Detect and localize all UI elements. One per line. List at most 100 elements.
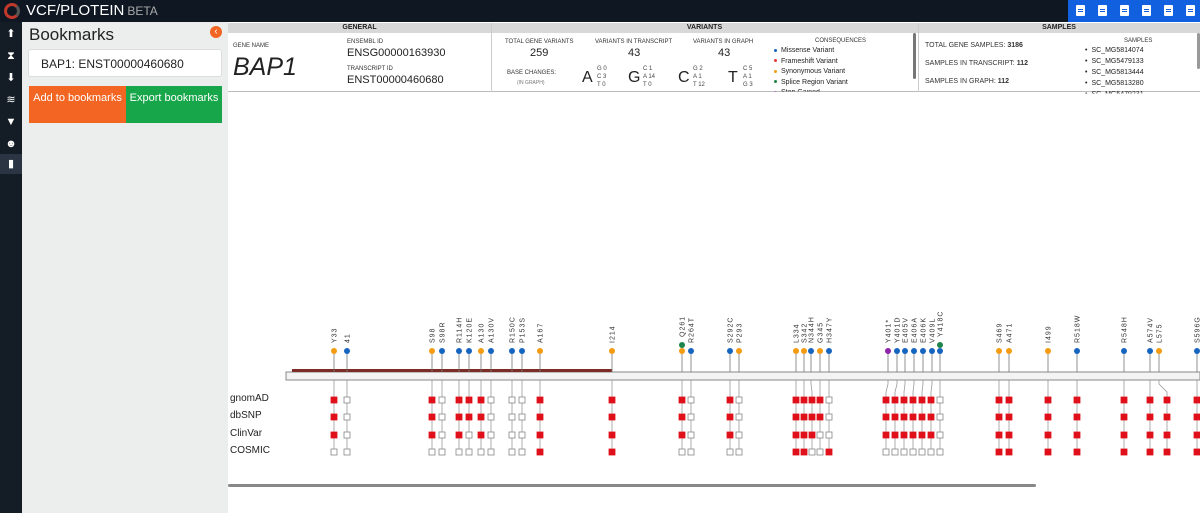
db-marker-dbsnp[interactable]	[882, 413, 890, 421]
db-marker-gnomad[interactable]	[428, 396, 436, 404]
variant-site[interactable]: E405V	[900, 317, 910, 456]
variant-dot-synonymous[interactable]	[429, 348, 435, 354]
sample-item[interactable]: SC_MG5479133	[1085, 58, 1143, 65]
db-marker-gnomad[interactable]	[882, 396, 890, 404]
db-marker-clinvar[interactable]	[508, 431, 516, 439]
variant-site[interactable]: S292C	[726, 317, 735, 456]
db-marker-dbsnp[interactable]	[518, 413, 526, 421]
db-marker-gnomad[interactable]	[518, 396, 526, 404]
db-marker-clinvar[interactable]	[428, 431, 436, 439]
db-marker-gnomad[interactable]	[1146, 396, 1154, 404]
db-marker-dbsnp[interactable]	[918, 413, 926, 421]
db-marker-clinvar[interactable]	[330, 431, 338, 439]
db-marker-cosmic[interactable]	[477, 448, 485, 456]
variant-dot-missense[interactable]	[911, 348, 917, 354]
db-marker-clinvar[interactable]	[1163, 431, 1171, 439]
db-marker-gnomad[interactable]	[477, 396, 485, 404]
db-marker-dbsnp[interactable]	[800, 413, 808, 421]
db-marker-clinvar[interactable]	[438, 431, 446, 439]
db-marker-cosmic[interactable]	[800, 448, 808, 456]
db-marker-gnomad[interactable]	[808, 396, 816, 404]
variant-dot-missense[interactable]	[937, 348, 943, 354]
variant-site[interactable]: E406A	[909, 317, 919, 456]
add-to-bookmarks-button[interactable]: Add to bookmarks	[29, 86, 126, 123]
variant-site[interactable]: R114H	[455, 317, 464, 456]
variant-site[interactable]: A130	[477, 323, 486, 456]
variant-dot-synonymous[interactable]	[1006, 348, 1012, 354]
db-marker-clinvar[interactable]	[909, 431, 917, 439]
db-marker-cosmic[interactable]	[936, 448, 944, 456]
db-marker-dbsnp[interactable]	[343, 413, 351, 421]
db-marker-dbsnp[interactable]	[1005, 413, 1013, 421]
horizontal-scrollbar[interactable]	[228, 484, 1036, 487]
db-marker-dbsnp[interactable]	[927, 413, 935, 421]
variant-dot-missense[interactable]	[1194, 348, 1200, 354]
variant-site[interactable]: R264T	[687, 317, 696, 456]
db-marker-clinvar[interactable]	[1146, 431, 1154, 439]
variant-site[interactable]: S596G	[1193, 316, 1200, 456]
db-marker-dbsnp[interactable]	[792, 413, 800, 421]
db-marker-clinvar[interactable]	[477, 431, 485, 439]
variant-dot-missense[interactable]	[466, 348, 472, 354]
db-marker-cosmic[interactable]	[882, 448, 890, 456]
db-marker-cosmic[interactable]	[1163, 448, 1171, 456]
variant-site[interactable]: E406K	[918, 317, 928, 456]
db-marker-dbsnp[interactable]	[1163, 413, 1171, 421]
db-marker-cosmic[interactable]	[816, 448, 824, 456]
db-marker-clinvar[interactable]	[678, 431, 686, 439]
db-marker-clinvar[interactable]	[1120, 431, 1128, 439]
db-marker-cosmic[interactable]	[891, 448, 899, 456]
variant-dot-synonymous[interactable]	[793, 348, 799, 354]
db-marker-clinvar[interactable]	[343, 431, 351, 439]
db-marker-dbsnp[interactable]	[687, 413, 695, 421]
db-marker-clinvar[interactable]	[891, 431, 899, 439]
db-marker-dbsnp[interactable]	[1073, 413, 1081, 421]
variant-site[interactable]: P153S	[518, 317, 527, 456]
variant-dot-synonymous[interactable]	[679, 348, 685, 354]
db-marker-gnomad[interactable]	[800, 396, 808, 404]
db-marker-gnomad[interactable]	[816, 396, 824, 404]
variant-dot-splice[interactable]	[937, 342, 943, 348]
db-marker-cosmic[interactable]	[1146, 448, 1154, 456]
variant-site[interactable]: S342	[800, 323, 809, 456]
db-marker-gnomad[interactable]	[1163, 396, 1171, 404]
db-marker-gnomad[interactable]	[343, 396, 351, 404]
variant-dot-missense[interactable]	[1121, 348, 1127, 354]
db-marker-clinvar[interactable]	[1193, 431, 1200, 439]
export-bookmarks-button[interactable]: Export bookmarks	[126, 86, 222, 123]
db-marker-cosmic[interactable]	[1005, 448, 1013, 456]
variant-dot-missense[interactable]	[1074, 348, 1080, 354]
db-marker-cosmic[interactable]	[518, 448, 526, 456]
db-marker-dbsnp[interactable]	[1146, 413, 1154, 421]
variant-site[interactable]: R548H	[1120, 316, 1129, 456]
db-marker-cosmic[interactable]	[900, 448, 908, 456]
db-marker-cosmic[interactable]	[687, 448, 695, 456]
db-marker-gnomad[interactable]	[900, 396, 908, 404]
variant-site[interactable]: Y33	[330, 328, 339, 456]
variant-dot-synonymous[interactable]	[996, 348, 1002, 354]
db-marker-dbsnp[interactable]	[909, 413, 917, 421]
db-marker-clinvar[interactable]	[487, 431, 495, 439]
variant-dot-missense[interactable]	[929, 348, 935, 354]
db-marker-clinvar[interactable]	[1005, 431, 1013, 439]
variant-site[interactable]: H347Y	[825, 317, 834, 456]
db-marker-cosmic[interactable]	[1044, 448, 1052, 456]
db-marker-gnomad[interactable]	[936, 396, 944, 404]
variant-dot-missense[interactable]	[1147, 348, 1153, 354]
variant-dot-missense[interactable]	[439, 348, 445, 354]
shrink-icon[interactable]	[1186, 5, 1195, 16]
db-marker-dbsnp[interactable]	[536, 413, 544, 421]
db-marker-cosmic[interactable]	[726, 448, 734, 456]
db-marker-dbsnp[interactable]	[816, 413, 824, 421]
db-marker-dbsnp[interactable]	[678, 413, 686, 421]
db-marker-gnomad[interactable]	[330, 396, 338, 404]
db-marker-clinvar[interactable]	[882, 431, 890, 439]
db-marker-cosmic[interactable]	[438, 448, 446, 456]
variant-dot-missense[interactable]	[727, 348, 733, 354]
variant-dot-missense[interactable]	[509, 348, 515, 354]
db-marker-dbsnp[interactable]	[735, 413, 743, 421]
db-marker-cosmic[interactable]	[343, 448, 351, 456]
db-marker-cosmic[interactable]	[455, 448, 463, 456]
variant-site[interactable]: S469	[995, 323, 1004, 456]
table-icon[interactable]	[1164, 5, 1173, 16]
